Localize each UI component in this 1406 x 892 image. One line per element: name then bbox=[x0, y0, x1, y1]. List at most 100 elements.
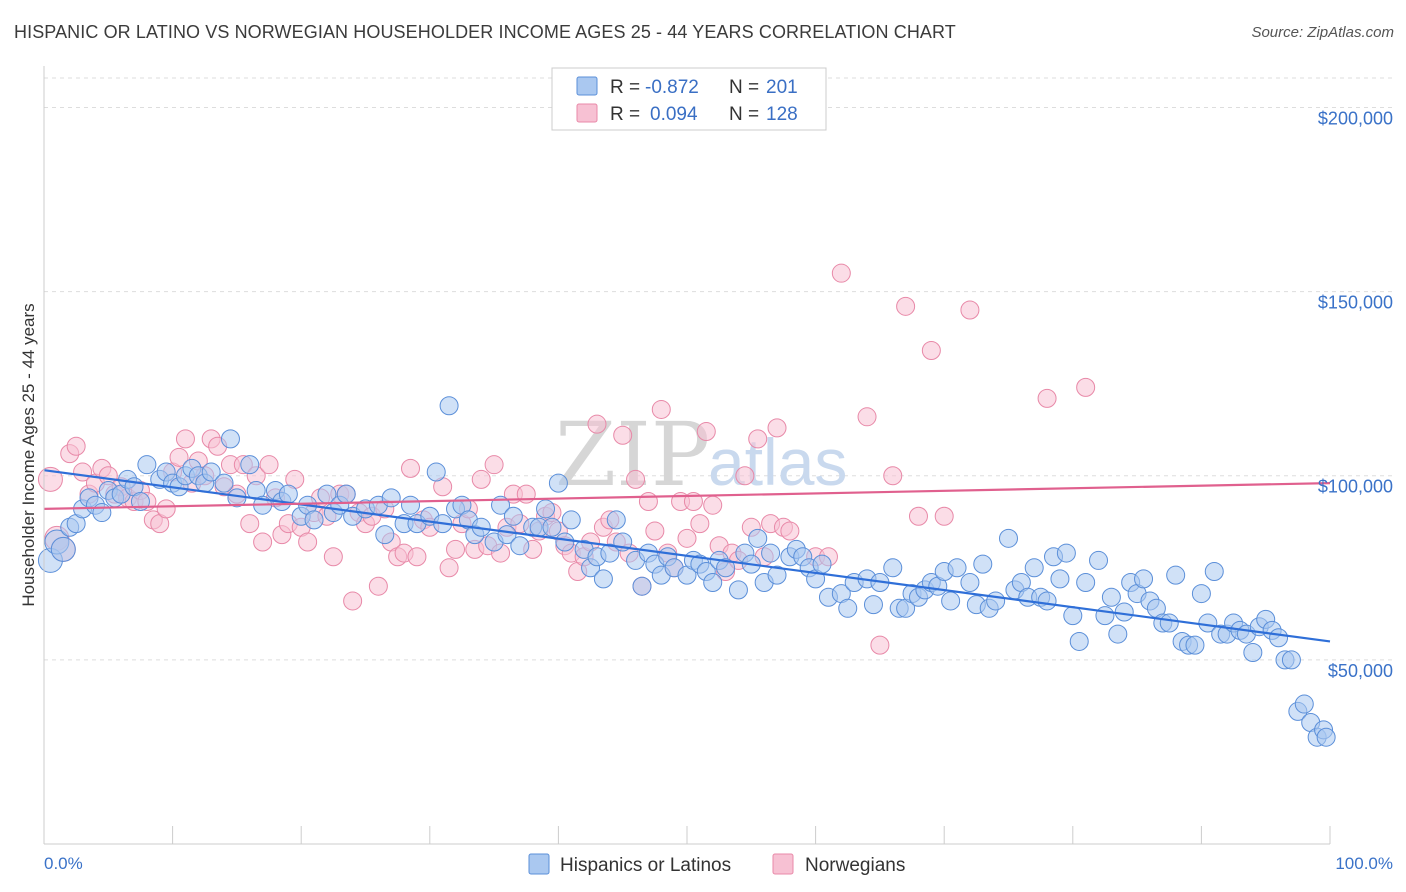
point-hispanic-88 bbox=[703, 573, 723, 593]
y-tick-label-2: $150,000 bbox=[1318, 293, 1393, 313]
point-norwegian-124 bbox=[934, 506, 954, 526]
stats-r-label-2: R = bbox=[610, 104, 640, 125]
point-hispanic-135 bbox=[1050, 569, 1070, 589]
point-hispanic-136 bbox=[1056, 543, 1076, 563]
point-norwegian-121 bbox=[896, 296, 916, 316]
legend-swatch-hispanics bbox=[528, 853, 550, 875]
y-tick-labels: $50,000 $100,000 $150,000 $200,000 bbox=[1318, 108, 1393, 680]
point-hispanic-124 bbox=[973, 554, 993, 574]
point-norwegian-117 bbox=[831, 263, 851, 283]
point-norwegian-61 bbox=[439, 558, 459, 578]
legend-swatch-norwegians bbox=[772, 853, 794, 875]
point-norwegian-34 bbox=[259, 455, 279, 475]
trend-line-hispanic bbox=[43, 469, 1331, 643]
stats-r-label-1: R = bbox=[610, 77, 640, 98]
point-hispanic-172 bbox=[1294, 694, 1314, 714]
point-hispanic-144 bbox=[1114, 602, 1134, 622]
y-tick-label-3: $200,000 bbox=[1318, 108, 1393, 128]
point-norwegian-33 bbox=[253, 532, 273, 552]
point-hispanic-62 bbox=[510, 536, 530, 556]
point-hispanic-47 bbox=[401, 495, 421, 515]
point-norwegian-47 bbox=[343, 591, 363, 611]
point-hispanic-139 bbox=[1076, 573, 1096, 593]
point-norwegian-62 bbox=[446, 539, 466, 559]
trend-lines bbox=[43, 469, 1331, 643]
point-norwegian-126 bbox=[1037, 388, 1057, 408]
point-hispanic-8 bbox=[92, 503, 112, 523]
chart-source: Source: ZipAtlas.com bbox=[1251, 24, 1394, 41]
point-norwegian-88 bbox=[613, 425, 633, 445]
point-hispanic-126 bbox=[986, 591, 1006, 611]
point-hispanic-137 bbox=[1063, 606, 1083, 626]
legend: Hispanics or Latinos Norwegians bbox=[528, 853, 905, 876]
point-hispanic-141 bbox=[1095, 606, 1115, 626]
chart-title: HISPANIC OR LATINO VS NORWEGIAN HOUSEHOL… bbox=[14, 22, 956, 42]
point-norwegian-118 bbox=[857, 407, 877, 427]
watermark: ZIP atlas bbox=[555, 403, 847, 506]
trend-line-norwegian bbox=[43, 481, 1331, 510]
point-norwegian-84 bbox=[587, 414, 607, 434]
point-hispanic-24 bbox=[201, 462, 221, 482]
point-hispanic-109 bbox=[863, 595, 883, 615]
point-norwegian-21 bbox=[175, 429, 195, 449]
point-hispanic-133 bbox=[1037, 591, 1057, 611]
point-norwegian-119 bbox=[870, 635, 890, 655]
point-norwegian-18 bbox=[156, 499, 176, 519]
point-norwegian-20 bbox=[169, 447, 189, 467]
x-tick-label-end: 100.0% bbox=[1335, 854, 1393, 873]
point-hispanic-36 bbox=[304, 510, 324, 530]
point-norwegian-31 bbox=[240, 514, 260, 534]
point-hispanic-158 bbox=[1204, 561, 1224, 581]
point-hispanic-25 bbox=[214, 473, 234, 493]
point-norwegian-107 bbox=[735, 466, 755, 486]
point-norwegian-114 bbox=[780, 521, 800, 541]
point-hispanic-155 bbox=[1185, 635, 1205, 655]
point-hispanic-61 bbox=[503, 506, 523, 526]
point-hispanic-97 bbox=[767, 565, 787, 585]
point-norwegian-127 bbox=[1076, 377, 1096, 397]
legend-label-hispanics: Hispanics or Latinos bbox=[560, 855, 731, 876]
point-hispanic-66 bbox=[542, 517, 562, 537]
y-axis-label: Householder Income Ages 25 - 44 years bbox=[19, 303, 38, 606]
point-hispanic-40 bbox=[336, 484, 356, 504]
point-norwegian-40 bbox=[298, 532, 318, 552]
point-hispanic-120 bbox=[941, 591, 961, 611]
point-norwegian-120 bbox=[883, 466, 903, 486]
point-hispanic-91 bbox=[728, 580, 748, 600]
point-hispanic-33 bbox=[278, 484, 298, 504]
stats-n-label-2: N = bbox=[729, 104, 759, 125]
stats-n-value-1: 201 bbox=[766, 77, 798, 98]
point-hispanic-74 bbox=[600, 543, 620, 563]
point-hispanic-78 bbox=[632, 576, 652, 596]
point-hispanic-73 bbox=[593, 569, 613, 589]
point-hispanic-44 bbox=[375, 525, 395, 545]
point-hispanic-106 bbox=[838, 598, 858, 618]
point-hispanic-147 bbox=[1134, 569, 1154, 589]
point-norwegian-98 bbox=[677, 528, 697, 548]
point-norwegian-56 bbox=[401, 458, 421, 478]
point-hispanic-90 bbox=[716, 558, 736, 578]
point-hispanic-164 bbox=[1243, 643, 1263, 662]
point-hispanic-2 bbox=[50, 536, 76, 562]
point-norwegian-93 bbox=[645, 521, 665, 541]
stats-r-value-2: 0.094 bbox=[650, 104, 698, 125]
point-norwegian-122 bbox=[908, 506, 928, 526]
point-hispanic-170 bbox=[1281, 650, 1301, 670]
point-hispanic-151 bbox=[1159, 613, 1179, 633]
point-norwegian-112 bbox=[767, 418, 787, 438]
point-norwegian-102 bbox=[703, 495, 723, 515]
point-hispanic-52 bbox=[439, 396, 459, 416]
point-hispanic-103 bbox=[812, 554, 832, 574]
point-hispanic-122 bbox=[960, 573, 980, 593]
point-norwegian-100 bbox=[690, 514, 710, 534]
point-norwegian-109 bbox=[748, 429, 768, 449]
point-hispanic-111 bbox=[883, 558, 903, 578]
point-hispanic-96 bbox=[761, 543, 781, 563]
point-hispanic-142 bbox=[1101, 587, 1121, 607]
point-norwegian-66 bbox=[471, 469, 491, 489]
watermark-atlas: atlas bbox=[708, 425, 847, 499]
point-norwegian-73 bbox=[516, 484, 536, 504]
point-hispanic-121 bbox=[947, 558, 967, 578]
point-hispanic-138 bbox=[1069, 631, 1089, 651]
